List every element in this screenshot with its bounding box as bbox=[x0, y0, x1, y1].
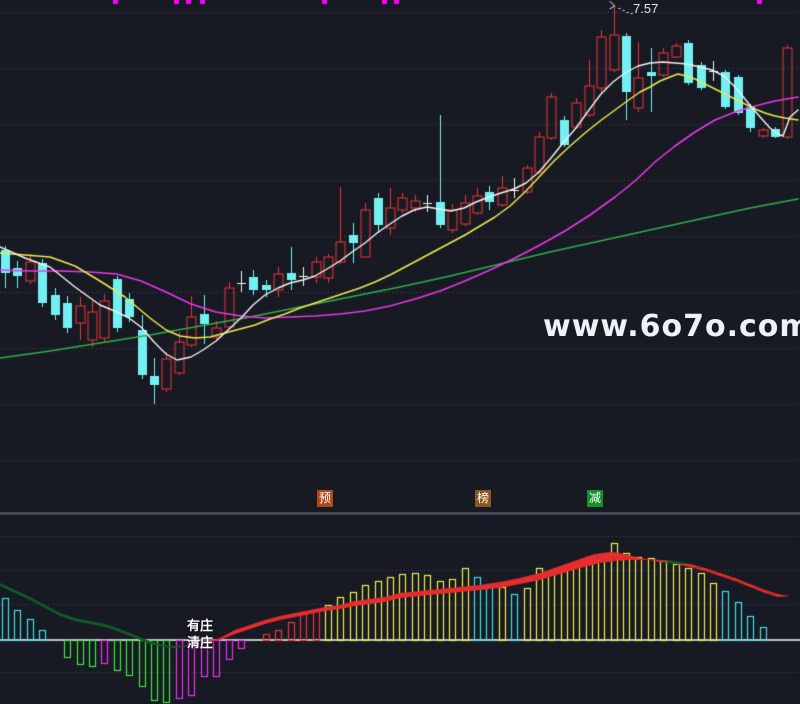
annotation-youzhuang: 有庄 bbox=[187, 618, 214, 633]
main-kline-chart[interactable] bbox=[0, 0, 800, 516]
signal-badge-bang: 榜 bbox=[475, 490, 491, 507]
high-price-label: 7.57 bbox=[633, 1, 659, 16]
signal-badge-jian: 减 bbox=[587, 490, 603, 507]
indicator-subchart[interactable] bbox=[0, 516, 800, 704]
watermark: www.6o7o.com bbox=[543, 309, 800, 344]
annotation-qingzhuang: 清庄 bbox=[187, 635, 214, 650]
signal-badge-yu: 预 bbox=[317, 490, 333, 507]
panel-divider bbox=[0, 512, 800, 515]
